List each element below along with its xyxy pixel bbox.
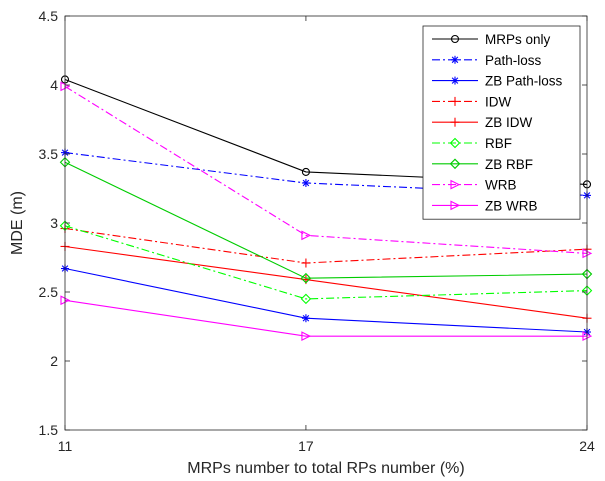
x-tick-label: 24 <box>579 438 595 454</box>
data-point-wrb <box>301 230 312 241</box>
y-axis-title: MDE (m) <box>9 191 26 255</box>
legend-entry-zb-wrb: ZB WRB <box>432 198 538 213</box>
legend-marker <box>450 179 461 190</box>
legend-marker <box>449 137 461 149</box>
series-line-zb-wrb <box>64 299 587 337</box>
y-tick-label: 2 <box>50 353 58 369</box>
y-tick-label: 3 <box>50 215 58 231</box>
legend: MRPs only Path-loss ZB Path-loss IDW ZB IDW R… <box>422 25 581 220</box>
x-tick-label: 17 <box>298 438 314 454</box>
legend-label: MRPs only <box>485 32 551 47</box>
legend-marker <box>449 158 461 170</box>
legend-marker <box>450 200 461 211</box>
series-line-rbf <box>64 225 588 300</box>
legend-label: ZB Path-loss <box>485 74 563 89</box>
legend-label: Path-loss <box>485 53 542 68</box>
series-line-zb-rbf <box>64 161 588 279</box>
legend-label: WRB <box>485 178 517 193</box>
legend-label: ZB RBF <box>485 157 533 172</box>
legend-marker <box>450 96 460 106</box>
legend-entry-idw: IDW <box>432 94 512 109</box>
data-point-rbf <box>300 293 312 305</box>
legend-entry-mrps-only: MRPs only <box>432 32 551 47</box>
data-point-zb-path-loss <box>301 314 310 323</box>
legend-entry-path-loss: Path-loss <box>432 53 542 68</box>
data-point-zb-wrb <box>301 331 312 342</box>
legend-label: RBF <box>485 136 512 151</box>
x-axis-title: MRPs number to total RPs number (%) <box>187 460 464 477</box>
data-point-path-loss <box>301 178 310 187</box>
axes-layer: 1.5 2 2.5 3 3.5 4 4.5 11 17 24 <box>39 8 595 454</box>
data-point-idw <box>301 258 311 268</box>
y-tick-label: 2.5 <box>39 284 59 300</box>
legend-marker <box>451 76 459 85</box>
legend-entry-rbf: RBF <box>432 136 512 151</box>
legend-label: ZB WRB <box>485 198 538 213</box>
y-tick-label: 3.5 <box>39 146 59 162</box>
legend-marker <box>450 34 460 44</box>
legend-label: IDW <box>485 94 512 109</box>
x-tick-label: 11 <box>58 438 73 454</box>
legend-entry-wrb: WRB <box>432 178 517 193</box>
legend-marker <box>450 117 460 127</box>
y-tick-label: 4.5 <box>39 8 59 24</box>
legend-entry-zb-rbf: ZB RBF <box>432 157 533 172</box>
y-tick-label: 1.5 <box>39 422 59 438</box>
legend-marker <box>451 55 459 64</box>
y-tick-label: 4 <box>50 77 58 93</box>
data-point-zb-rbf <box>300 272 312 284</box>
legend-entry-zb-idw: ZB IDW <box>432 115 533 130</box>
legend-label: ZB IDW <box>485 115 533 130</box>
series-line-wrb <box>64 85 588 254</box>
legend-entry-zb-path-loss: ZB Path-loss <box>432 74 563 89</box>
data-point-mrps-only <box>301 167 310 176</box>
